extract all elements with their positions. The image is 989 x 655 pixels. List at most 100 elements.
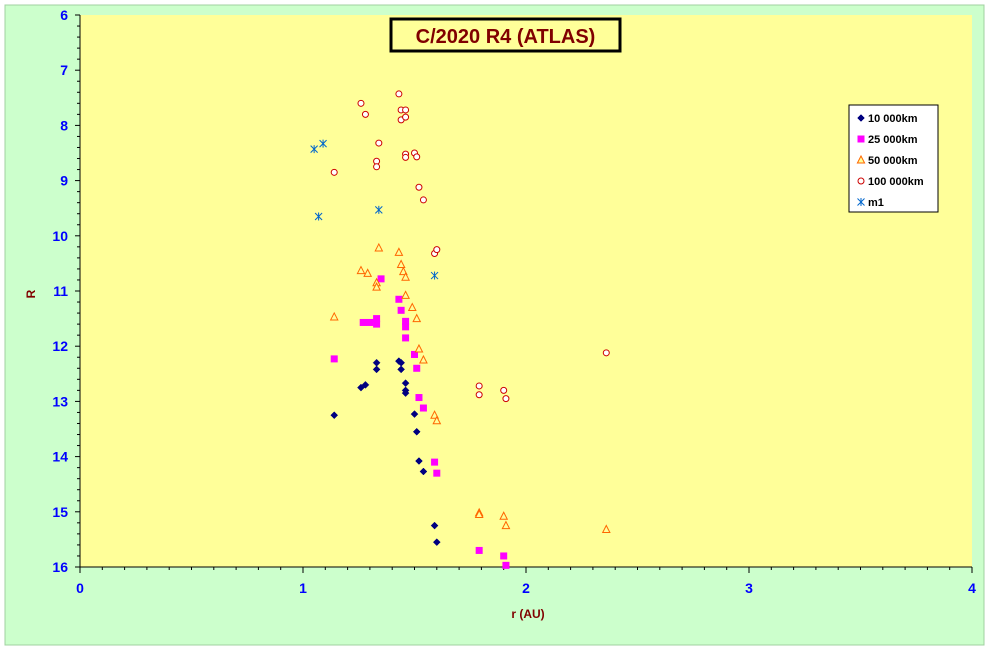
legend-marker-triangle [856,154,866,164]
data-point-square [415,394,423,402]
data-point-circle [500,386,508,394]
y-tick-label: 15 [52,504,68,520]
series-1 [330,275,510,569]
data-point-square [402,334,410,342]
series-4 [310,139,439,280]
data-point-square [413,364,421,372]
data-point-square [502,561,510,569]
legend-label: 25 000km [868,134,918,146]
data-point-square [431,458,439,466]
y-tick-label: 11 [53,283,68,299]
data-point-triangle [501,520,511,530]
y-tick-label: 10 [52,228,68,244]
data-point-diamond [397,365,405,374]
data-point-square [373,315,381,323]
x-tick-label: 1 [299,580,307,596]
data-point-diamond [372,365,381,374]
data-point-square [433,469,441,477]
data-point-circle [395,90,403,98]
data-point-triangle [374,242,384,252]
data-point-triangle [363,268,373,277]
x-tick-label: 3 [745,580,753,596]
data-point-triangle [398,266,408,276]
legend-marker-star [857,198,865,206]
legend-label: 10 000km [868,113,918,125]
legend-item: 100 000km [857,176,924,188]
data-point-circle [402,106,410,114]
data-point-square [500,552,508,560]
data-point-triangle [356,265,366,275]
data-point-square [402,323,410,331]
legend-item: 10 000km [857,113,918,125]
data-point-circle [419,196,427,204]
data-point-diamond [412,427,421,436]
data-point-circle [413,153,421,161]
series-2 [329,242,611,533]
data-point-diamond [430,521,439,530]
data-point-triangle [396,259,406,269]
data-point-triangle [601,524,611,533]
data-point-triangle [372,282,382,291]
legend-label: 100 000km [868,176,924,188]
data-point-triangle [401,272,410,281]
data-point-square [359,318,367,326]
data-point-circle [502,395,510,403]
data-point-circle [357,99,365,107]
data-point-triangle [329,311,339,321]
data-point-square [373,320,381,328]
data-point-square [402,317,410,325]
legend-box [848,104,939,213]
data-point-triangle [474,509,484,519]
data-point-diamond [415,457,423,465]
legend-marker-diamond [857,114,865,122]
chart-title: C/2020 R4 (ATLAS) [416,26,596,48]
data-point-triangle [419,354,428,364]
y-tick-label: 7 [60,62,68,78]
legend-label: 50 000km [868,155,918,167]
y-tick-label: 16 [52,559,68,575]
data-point-diamond [401,389,410,397]
data-point-circle [402,153,410,161]
data-point-triangle [394,247,404,256]
data-point-square [366,318,374,326]
legend-item: 25 000km [857,134,918,146]
legend-label: m1 [868,197,884,209]
data-point-star [374,205,383,214]
data-point-circle [475,391,483,399]
data-point-diamond [419,467,428,476]
data-point-diamond [330,411,339,420]
data-point-circle [475,382,483,390]
data-point-circle [373,163,381,171]
data-point-circle [361,110,369,118]
y-tick-label: 6 [60,7,68,23]
data-point-triangle [407,302,417,312]
legend-marker-square [857,135,865,143]
data-point-diamond [361,380,370,389]
data-point-diamond [432,538,441,547]
x-tick-label: 2 [522,580,530,596]
data-point-triangle [432,415,442,425]
data-point-star [314,212,323,221]
legend-item: 50 000km [856,154,918,167]
data-point-triangle [414,343,424,353]
data-point-triangle [430,410,439,419]
data-point-square [419,404,427,412]
data-point-circle [415,183,423,191]
series-0 [330,357,441,547]
data-point-triangle [499,511,509,520]
data-point-square [377,275,385,283]
data-point-square [397,306,405,314]
x-tick-label: 0 [76,580,84,596]
data-point-star [319,139,327,148]
data-point-square [475,546,483,554]
y-tick-label: 12 [52,338,68,354]
legend-item: m1 [857,197,884,209]
x-tick-label: 4 [968,580,976,596]
data-point-star [430,271,439,280]
y-tick-label: 8 [60,117,68,133]
plot-area [80,15,972,567]
title-box [389,17,622,53]
